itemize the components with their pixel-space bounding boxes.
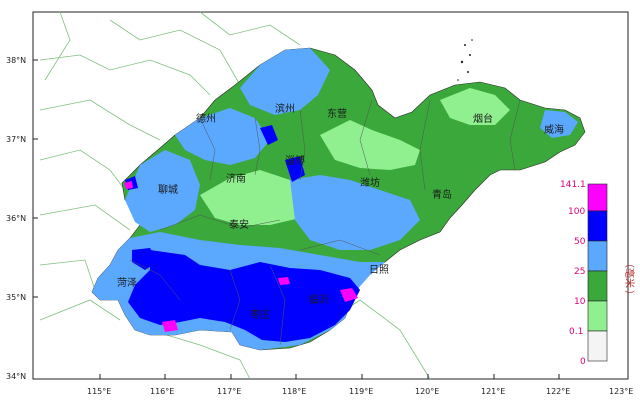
city-jinan: 济南 (226, 172, 246, 185)
city-yantai: 烟台 (473, 112, 493, 125)
lon-label-123: 123°E (609, 387, 633, 396)
lon-label-119: 119°E (349, 387, 373, 396)
legend-swatch-0-0.1 (587, 330, 608, 362)
city-labels: 德州 滨州 东营 烟台 威海 淄博 聊城 济南 潍坊 青岛 泰安 日照 菏泽 临… (117, 102, 564, 321)
prefecture-borders (129, 99, 521, 346)
legend-label-10: 10 (574, 297, 586, 307)
city-weifang: 潍坊 (360, 176, 380, 189)
longitude-ticks (99, 374, 560, 379)
latitude-ticks (33, 59, 38, 298)
rainfall-layers (91, 47, 586, 351)
legend-label-25: 25 (574, 267, 585, 277)
city-dongying: 东营 (327, 107, 347, 120)
legend: 141.1 100 50 25 10 0.1 0 （ 毫米 ） (560, 180, 636, 367)
legend-unit: 毫米 (623, 268, 636, 288)
legend-swatch-0.1-10 (587, 300, 608, 332)
lat-label-37: 37°N (6, 135, 26, 144)
legend-unit-open-bracket: （ (623, 258, 635, 268)
city-heze: 菏泽 (117, 277, 137, 289)
lat-label-36: 36°N (6, 214, 26, 223)
legend-label-50: 50 (574, 237, 586, 247)
city-binzhou: 滨州 (275, 102, 295, 115)
legend-swatch-100-max (587, 183, 608, 212)
legend-label-100: 100 (568, 207, 585, 217)
lon-label-116: 116°E (150, 387, 174, 396)
city-dezhou: 德州 (196, 112, 216, 125)
city-zibo: 淄博 (285, 154, 305, 167)
lat-label-34: 34°N (6, 372, 26, 381)
lon-label-122: 122°E (546, 387, 570, 396)
legend-swatch-50-100 (587, 210, 608, 242)
city-weihai: 威海 (544, 123, 564, 136)
longitude-labels: 115°E 116°E 117°E 118°E 119°E 120°E 121°… (87, 387, 633, 396)
lon-label-120: 120°E (415, 387, 439, 396)
city-qingdao: 青岛 (432, 188, 452, 201)
lon-label-118: 118°E (282, 387, 306, 396)
lon-label-121: 121°E (481, 387, 505, 396)
legend-label-0: 0 (580, 357, 586, 367)
city-taian: 泰安 (229, 218, 249, 231)
coastal-islands (457, 39, 473, 81)
city-liaocheng: 聊城 (158, 183, 178, 196)
legend-label-0.1: 0.1 (569, 327, 583, 337)
city-linyi: 临沂 (309, 293, 329, 306)
latitude-labels: 38°N 37°N 36°N 35°N 34°N (6, 56, 26, 381)
lon-label-115: 115°E (87, 387, 111, 396)
legend-swatch-25-50 (587, 240, 608, 272)
legend-swatch-10-25 (587, 270, 608, 302)
lat-label-38: 38°N (6, 56, 26, 65)
city-zaozhuang: 枣庄 (250, 308, 270, 321)
legend-label-max: 141.1 (560, 180, 586, 190)
legend-unit-close-bracket: ） (623, 290, 635, 300)
lat-label-35: 35°N (6, 293, 26, 302)
city-rizhao: 日照 (369, 264, 389, 276)
lon-label-117: 117°E (217, 387, 241, 396)
neighbor-province-borders (39, 11, 431, 380)
